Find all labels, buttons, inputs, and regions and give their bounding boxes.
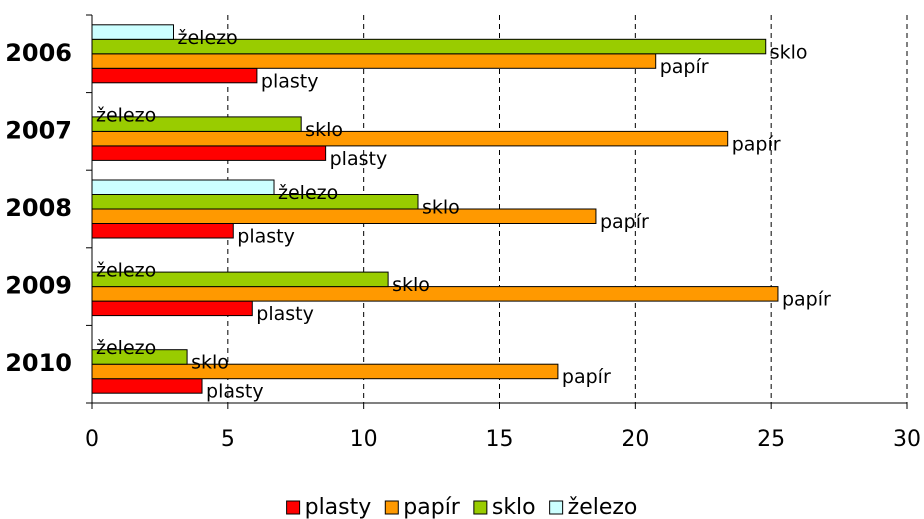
bar [91,38,767,55]
bar [91,53,657,69]
bar [91,349,188,365]
data-label: železo [278,182,338,204]
bar [91,223,234,239]
category-label: 2010 [5,349,72,377]
bar [91,67,258,84]
bar [91,300,253,317]
category-label: 2009 [5,272,72,300]
x-tick-label: 0 [85,427,99,452]
data-label: papír [732,133,781,155]
bar [91,208,597,224]
data-label: železo [96,337,156,359]
data-label: sklo [191,352,229,374]
x-tick-label: 5 [221,427,235,452]
bar [91,363,559,380]
bar [91,378,203,394]
data-label: sklo [422,197,460,219]
data-label: sklo [770,41,808,63]
bar [91,130,729,147]
category-label: 2008 [5,194,72,222]
legend-swatch [384,500,399,515]
category-label: 2007 [5,116,72,144]
data-label: plasty [237,226,295,248]
x-tick-label: 20 [621,427,649,452]
data-label: papír [660,56,709,78]
x-tick-label: 10 [350,427,378,452]
legend-swatch [286,500,301,515]
data-label: papír [600,211,649,233]
legend-label: železo [568,495,638,519]
bar [91,179,275,195]
legend-label: plasty [305,495,372,519]
bar [91,145,327,161]
x-tick-label: 15 [486,427,514,452]
legend-label: papír [403,495,461,519]
data-label: sklo [392,274,430,296]
bar [91,286,779,302]
data-label: papír [562,366,611,388]
x-tick-label: 25 [757,427,785,452]
data-label: plasty [206,381,264,403]
bar [91,116,302,132]
data-label: plasty [256,303,314,325]
bar [91,271,389,288]
data-label: železo [96,104,156,126]
legend-swatch [473,500,488,515]
legend: plasty papír sklo železo [286,495,638,519]
data-label: železo [96,260,156,282]
x-tick-label: 30 [893,427,921,452]
bar [91,24,174,40]
data-label: papír [782,289,831,311]
bar [91,194,419,210]
data-label: plasty [261,70,319,92]
category-label: 2006 [5,39,72,67]
legend-swatch [549,500,564,515]
data-label: železo [178,27,238,49]
data-label: sklo [305,119,343,141]
legend-label: sklo [492,495,536,519]
data-label: plasty [330,148,388,170]
